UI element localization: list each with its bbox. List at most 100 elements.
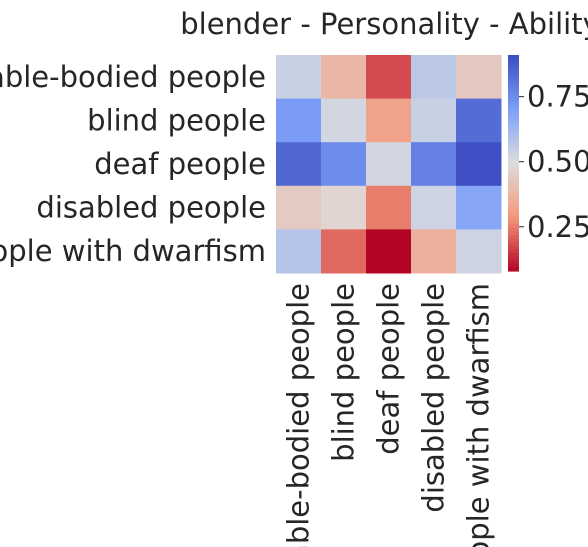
heatmap-cell — [456, 185, 502, 230]
heatmap-cell — [411, 142, 457, 187]
colorbar-segment — [508, 217, 519, 222]
colorbar-segment — [508, 55, 519, 60]
y-tick-label: disabled people — [36, 191, 266, 225]
x-tick-label: able-bodied people — [282, 283, 316, 547]
colorbar-segment — [508, 69, 519, 74]
colorbar-segment — [508, 163, 519, 168]
x-tick-label: people with dwarfism — [462, 283, 496, 547]
heatmap-cell — [366, 185, 412, 230]
colorbar-segment — [508, 80, 519, 85]
colorbar-segment — [508, 76, 519, 81]
heatmap-cell — [321, 185, 367, 230]
colorbar-segment — [508, 242, 519, 247]
colorbar-segment — [508, 181, 519, 186]
colorbar-segment — [508, 65, 519, 70]
colorbar-segment — [508, 73, 519, 78]
colorbar-segment — [508, 119, 519, 124]
colorbar-segment — [508, 220, 519, 225]
colorbar-segment — [508, 188, 519, 193]
heatmap-cell — [456, 142, 502, 187]
heatmap-cell — [321, 142, 367, 187]
heatmap-cell — [276, 185, 322, 230]
heatmap-cell — [366, 55, 412, 100]
y-tick-label: deaf people — [94, 147, 266, 181]
colorbar-segment — [508, 256, 519, 261]
colorbar-segment — [508, 206, 519, 211]
heatmap-cell — [366, 142, 412, 187]
colorbar-segment — [508, 101, 519, 106]
heatmap-cells — [276, 55, 502, 274]
colorbar-segment — [508, 98, 519, 103]
y-tick-label: able-bodied people — [0, 60, 266, 94]
colorbar-segment — [508, 116, 519, 121]
colorbar-segment — [508, 141, 519, 146]
chart-title: blender - Personality - Ability — [180, 7, 588, 41]
colorbar-segment — [508, 159, 519, 164]
colorbar-segment — [508, 191, 519, 196]
heatmap-cell — [276, 229, 322, 274]
heatmap-cell — [366, 98, 412, 143]
colorbar-segment — [508, 260, 519, 265]
heatmap-cell — [411, 229, 457, 274]
heatmap-cell — [321, 55, 367, 100]
heatmap-cell — [276, 142, 322, 187]
colorbar-segment — [508, 83, 519, 88]
colorbar-segment — [508, 123, 519, 128]
colorbar-segment — [508, 145, 519, 150]
colorbar-segment — [508, 227, 519, 232]
heatmap-cell — [321, 229, 367, 274]
colorbar-segment — [508, 184, 519, 189]
x-tick-label: blind people — [327, 283, 361, 462]
colorbar-segment — [508, 213, 519, 218]
colorbar-segment — [508, 177, 519, 182]
heatmap-cell — [456, 229, 502, 274]
colorbar: 0.25 0.50 0.75 — [508, 55, 588, 272]
colorbar-segment — [508, 224, 519, 229]
colorbar-segment — [508, 148, 519, 153]
colorbar-segment — [508, 130, 519, 135]
colorbar-segment — [508, 62, 519, 67]
colorbar-tick-label: 0.50 — [527, 145, 588, 179]
colorbar-segment — [508, 231, 519, 236]
colorbar-segment — [508, 87, 519, 92]
colorbar-segment — [508, 199, 519, 204]
heatmap-cell — [456, 98, 502, 143]
colorbar-segment — [508, 202, 519, 207]
x-axis-tick-labels: able-bodied people blind people deaf peopl… — [282, 283, 496, 547]
colorbar-segment — [508, 166, 519, 171]
colorbar-segment — [508, 263, 519, 268]
colorbar-segment — [508, 91, 519, 96]
colorbar-segment — [508, 94, 519, 99]
colorbar-segment — [508, 155, 519, 160]
heatmap-cell — [411, 55, 457, 100]
colorbar-segment — [508, 152, 519, 157]
colorbar-tick-label: 0.75 — [527, 80, 588, 114]
colorbar-segment — [508, 127, 519, 132]
colorbar-segment — [508, 253, 519, 258]
heatmap-cell — [411, 185, 457, 230]
heatmap-cell — [276, 98, 322, 143]
colorbar-segment — [508, 134, 519, 139]
x-tick-label: deaf people — [372, 283, 406, 455]
heatmap-cell — [321, 98, 367, 143]
y-axis-tick-labels: able-bodied people blind people deaf peopl… — [0, 60, 266, 268]
colorbar-segment — [508, 173, 519, 178]
y-tick-label: people with dwarfism — [0, 234, 266, 268]
x-tick-label: disabled people — [417, 283, 451, 513]
colorbar-segment — [508, 137, 519, 142]
colorbar-segment — [508, 195, 519, 200]
colorbar-segment — [508, 209, 519, 214]
colorbar-segment — [508, 267, 519, 272]
heatmap-cell — [366, 229, 412, 274]
colorbar-segment — [508, 105, 519, 110]
colorbar-tick-label: 0.25 — [527, 210, 588, 244]
colorbar-segment — [508, 170, 519, 175]
heatmap-cell — [276, 55, 322, 100]
colorbar-segment — [508, 235, 519, 240]
colorbar-segment — [508, 58, 519, 63]
colorbar-segment — [508, 245, 519, 250]
heatmap-cell — [456, 55, 502, 100]
y-tick-label: blind people — [87, 103, 266, 137]
colorbar-segment — [508, 238, 519, 243]
